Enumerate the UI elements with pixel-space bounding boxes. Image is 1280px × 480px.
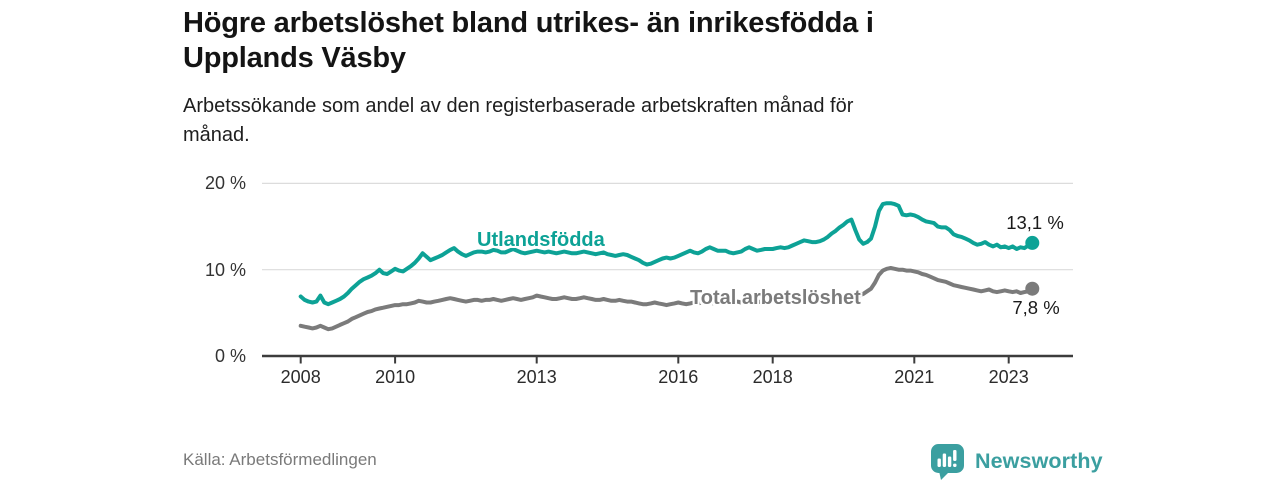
chart-subtitle: Arbetssökande som andel av den registerb… — [183, 92, 1083, 150]
page-title: Högre arbetslöshet bland utrikes- än inr… — [183, 6, 1083, 76]
end-value-label-total: 7,8 % — [1012, 297, 1060, 318]
end-value-label-utlandsfodda: 13,1 % — [1006, 212, 1064, 233]
x-axis-ticks — [299, 356, 1010, 364]
x-axis-label: 2010 — [375, 367, 416, 387]
x-axis-label: 2016 — [658, 367, 699, 387]
subtitle-line: Arbetssökande som andel av den registerb… — [183, 95, 854, 117]
subtitle-line: månad. — [183, 124, 250, 146]
x-axis-label: 2023 — [988, 367, 1029, 387]
x-axis-label: 2013 — [516, 367, 557, 387]
brand-logo: Newsworthy — [928, 442, 1103, 480]
x-axis-label: 2008 — [280, 367, 321, 387]
newsworthy-logo-icon — [931, 444, 964, 480]
y-axis-label: 10 % — [204, 259, 246, 280]
source-note: Källa: Arbetsförmedlingen — [183, 450, 377, 469]
y-axis-label: 0 % — [214, 346, 246, 366]
brand-name: Newsworthy — [975, 448, 1103, 473]
series-end-dot — [1025, 235, 1040, 250]
x-axis-label: 2021 — [894, 367, 935, 387]
series-lines — [298, 201, 1040, 332]
y-axis-label: 20 % — [204, 173, 246, 194]
title-line: Högre arbetslöshet bland utrikes- än inr… — [183, 7, 874, 39]
series-label-utlandsfodda: Utlandsfödda — [477, 229, 605, 251]
series-label-total: Total arbetslöshet — [690, 287, 861, 309]
series-end-dot — [1025, 281, 1040, 296]
x-axis-label: 2018 — [752, 367, 793, 387]
series-line-utlandsf-dda — [298, 201, 1035, 307]
title-line: Upplands Väsby — [183, 42, 406, 74]
series-line-total-arbetsl-shet — [298, 266, 1035, 332]
